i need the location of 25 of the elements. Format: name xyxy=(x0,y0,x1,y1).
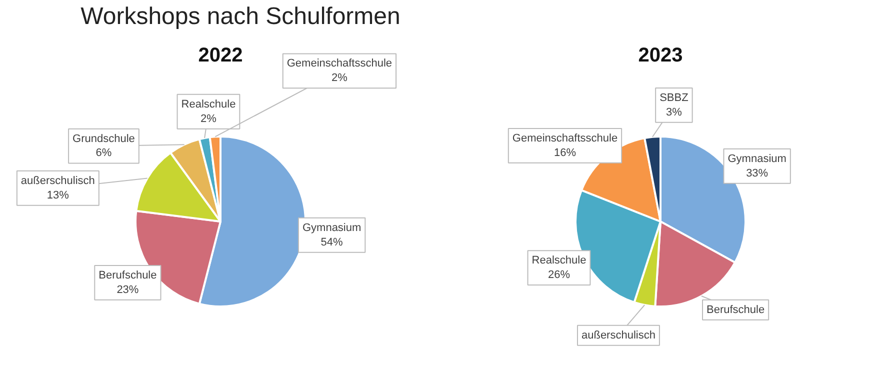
chart-subtitle: 2022 xyxy=(198,44,243,66)
data-label: 6% xyxy=(96,147,112,160)
data-label: 2% xyxy=(200,112,217,125)
data-label: 3% xyxy=(666,106,682,118)
data-label: 16% xyxy=(554,146,576,159)
slice-label: Gymnasium xyxy=(728,152,786,165)
slice-label: Berufschule xyxy=(98,269,157,282)
slice-label: Gemeinschaftsschule xyxy=(286,58,392,70)
slice-label: Gymnasium xyxy=(302,222,362,234)
data-label: 33% xyxy=(746,167,768,180)
data-label: 2% xyxy=(332,72,348,84)
chart-title: Workshops nach Schulformen xyxy=(80,3,400,30)
slice-label: Berufschule xyxy=(706,304,765,316)
slice-label: Gemeinschaftsschule xyxy=(512,132,618,144)
slice-label: außerschulisch xyxy=(581,329,656,342)
data-label: 23% xyxy=(116,284,139,296)
slice-label: Grundschule xyxy=(72,132,135,145)
data-label: 13% xyxy=(46,189,70,202)
slice-label: Realschule xyxy=(532,254,586,267)
data-label: 26% xyxy=(548,269,570,282)
data-label: 54% xyxy=(320,236,344,248)
slice-label: außerschulisch xyxy=(20,174,95,187)
slice-label: SBBZ xyxy=(660,92,689,104)
chart-subtitle: 2023 xyxy=(638,44,683,66)
slice-label: Realschule xyxy=(181,98,236,110)
